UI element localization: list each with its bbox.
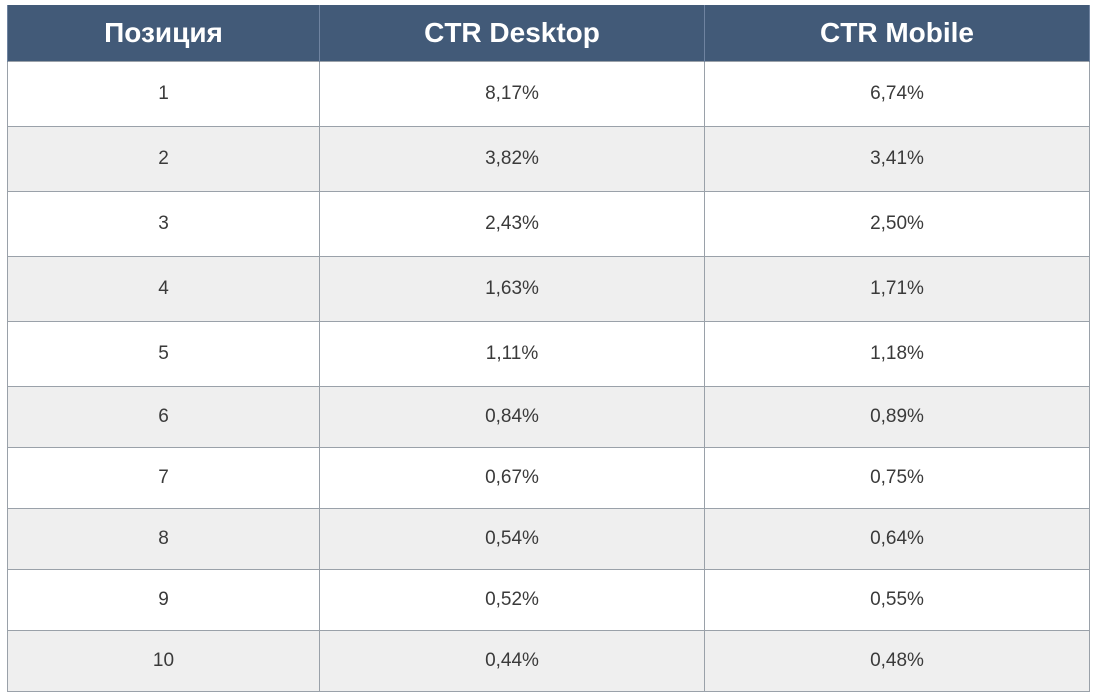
table-row: 3 2,43% 2,50% — [7, 191, 1090, 257]
cell-ctr-mobile: 0,55% — [704, 569, 1090, 631]
cell-position: 1 — [7, 61, 320, 127]
header-ctr-mobile: CTR Mobile — [704, 5, 1090, 62]
cell-position: 2 — [7, 126, 320, 192]
table-row: 10 0,44% 0,48% — [7, 630, 1090, 692]
cell-ctr-desktop: 1,11% — [319, 321, 705, 387]
header-row: Позиция CTR Desktop CTR Mobile — [7, 5, 1090, 62]
cell-ctr-desktop: 0,67% — [319, 447, 705, 509]
cell-ctr-mobile: 1,71% — [704, 256, 1090, 322]
cell-ctr-desktop: 0,84% — [319, 386, 705, 448]
cell-ctr-mobile: 0,48% — [704, 630, 1090, 692]
cell-position: 5 — [7, 321, 320, 387]
cell-ctr-mobile: 6,74% — [704, 61, 1090, 127]
cell-position: 10 — [7, 630, 320, 692]
cell-ctr-desktop: 1,63% — [319, 256, 705, 322]
cell-position: 6 — [7, 386, 320, 448]
cell-ctr-mobile: 1,18% — [704, 321, 1090, 387]
table-row: 4 1,63% 1,71% — [7, 256, 1090, 322]
cell-ctr-desktop: 0,44% — [319, 630, 705, 692]
cell-ctr-mobile: 0,64% — [704, 508, 1090, 570]
cell-ctr-desktop: 3,82% — [319, 126, 705, 192]
header-ctr-desktop: CTR Desktop — [319, 5, 705, 62]
table-row: 1 8,17% 6,74% — [7, 61, 1090, 127]
cell-position: 7 — [7, 447, 320, 509]
cell-ctr-desktop: 0,52% — [319, 569, 705, 631]
ctr-table-container: Позиция CTR Desktop CTR Mobile 1 8,17% 6… — [7, 5, 1090, 692]
table-header: Позиция CTR Desktop CTR Mobile — [7, 5, 1090, 62]
cell-ctr-mobile: 2,50% — [704, 191, 1090, 257]
table-row: 5 1,11% 1,18% — [7, 321, 1090, 387]
table-row: 7 0,67% 0,75% — [7, 447, 1090, 509]
ctr-table: Позиция CTR Desktop CTR Mobile 1 8,17% 6… — [7, 5, 1090, 692]
table-row: 8 0,54% 0,64% — [7, 508, 1090, 570]
cell-position: 3 — [7, 191, 320, 257]
table-row: 2 3,82% 3,41% — [7, 126, 1090, 192]
cell-ctr-desktop: 0,54% — [319, 508, 705, 570]
table-row: 6 0,84% 0,89% — [7, 386, 1090, 448]
cell-position: 8 — [7, 508, 320, 570]
cell-ctr-mobile: 3,41% — [704, 126, 1090, 192]
cell-ctr-desktop: 2,43% — [319, 191, 705, 257]
header-position: Позиция — [7, 5, 320, 62]
cell-position: 4 — [7, 256, 320, 322]
cell-ctr-mobile: 0,75% — [704, 447, 1090, 509]
table-body: 1 8,17% 6,74% 2 3,82% 3,41% 3 2,43% 2,50… — [7, 61, 1090, 692]
cell-ctr-mobile: 0,89% — [704, 386, 1090, 448]
table-row: 9 0,52% 0,55% — [7, 569, 1090, 631]
cell-ctr-desktop: 8,17% — [319, 61, 705, 127]
cell-position: 9 — [7, 569, 320, 631]
